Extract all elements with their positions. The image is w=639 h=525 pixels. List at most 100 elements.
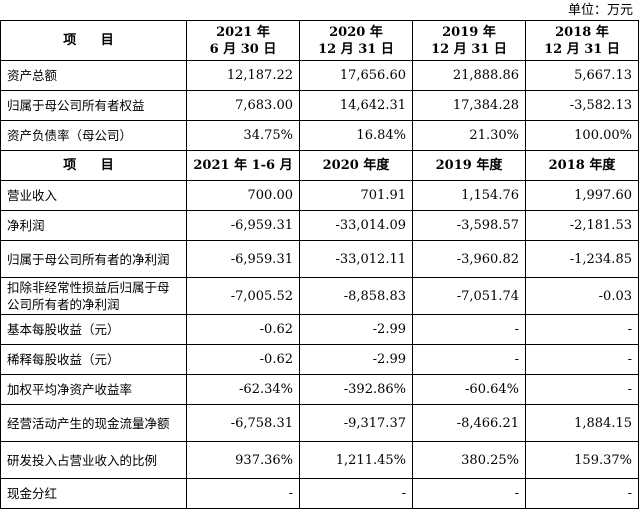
header-col: 2021 年 1-6 月 xyxy=(186,150,300,181)
row-label: 基本每股收益（元） xyxy=(0,314,187,345)
header-col: 2020 年 12 月 31 日 xyxy=(299,20,413,61)
row-value: 380.25% xyxy=(412,441,526,479)
header-col-line2: 12 月 31 日 xyxy=(544,41,620,57)
table-row: 净利润 -6,959.31 -33,014.09 -3,598.57 -2,181.53 xyxy=(0,210,639,241)
row-label: 资产总额 xyxy=(0,60,187,91)
row-value: -33,014.09 xyxy=(299,210,413,241)
row-value: 1,884.15 xyxy=(525,404,639,442)
row-value: - xyxy=(412,478,526,509)
row-label: 现金分红 xyxy=(0,478,187,509)
row-value: -3,598.57 xyxy=(412,210,526,241)
row-value: - xyxy=(525,374,639,405)
row-value: -8,858.83 xyxy=(299,277,413,315)
header-col-line1: 2019 年 xyxy=(442,24,496,40)
header-col: 2019 年度 xyxy=(412,150,526,181)
row-value: -7,005.52 xyxy=(186,277,300,315)
row-label: 经营活动产生的现金流量净额 xyxy=(0,404,187,442)
row-value: -1,234.85 xyxy=(525,240,639,278)
row-value: -2.99 xyxy=(299,344,413,375)
table-row: 归属于母公司所有者权益 7,683.00 14,642.31 17,384.28 -3,… xyxy=(0,90,639,121)
table-row: 扣除非经常性损益后归属于母公司所有者的净利润 -7,005.52 -8,858.83… xyxy=(0,277,639,315)
row-value: -9,317.37 xyxy=(299,404,413,442)
header-col: 2018 年度 xyxy=(525,150,639,181)
row-value: - xyxy=(299,478,413,509)
row-value: -0.03 xyxy=(525,277,639,315)
row-value: 100.00% xyxy=(525,120,639,151)
row-value: - xyxy=(412,314,526,345)
row-value: 14,642.31 xyxy=(299,90,413,121)
row-value: -2,181.53 xyxy=(525,210,639,241)
row-value: 16.84% xyxy=(299,120,413,151)
header-item: 项 目 xyxy=(0,20,187,61)
row-value: 5,667.13 xyxy=(525,60,639,91)
header-col-line2: 12 月 31 日 xyxy=(431,41,507,57)
row-value: 1,211.45% xyxy=(299,441,413,479)
row-value: - xyxy=(525,344,639,375)
row-label: 营业收入 xyxy=(0,180,187,211)
row-value: - xyxy=(525,314,639,345)
row-value: 21,888.86 xyxy=(412,60,526,91)
unit-label: 单位：万元 xyxy=(567,3,633,18)
row-label: 研发投入占营业收入的比例 xyxy=(0,441,187,479)
row-value: -60.64% xyxy=(412,374,526,405)
row-value: 17,656.60 xyxy=(299,60,413,91)
row-label: 稀释每股收益（元） xyxy=(0,344,187,375)
header-col: 2018 年 12 月 31 日 xyxy=(525,20,639,61)
row-value: 34.75% xyxy=(186,120,300,151)
table-row: 营业收入 700.00 701.91 1,154.76 1,997.60 xyxy=(0,180,639,211)
row-value: -6,959.31 xyxy=(186,240,300,278)
row-value: - xyxy=(525,478,639,509)
table-row: 资产负债率（母公司） 34.75% 16.84% 21.30% 100.00% xyxy=(0,120,639,151)
row-label: 归属于母公司所有者权益 xyxy=(0,90,187,121)
row-value: -6,959.31 xyxy=(186,210,300,241)
row-value: 21.30% xyxy=(412,120,526,151)
table-row: 稀释每股收益（元） -0.62 -2.99- - xyxy=(0,344,639,375)
row-label: 加权平均净资产收益率 xyxy=(0,374,187,405)
row-value: - xyxy=(412,344,526,375)
table-row: 资产总额 12,187.22 17,656.60 21,888.86 5,667.13 xyxy=(0,60,639,91)
row-value: 1,154.76 xyxy=(412,180,526,211)
row-value: -7,051.74 xyxy=(412,277,526,315)
row-value: 1,997.60 xyxy=(525,180,639,211)
table-row: 现金分红 - - - - xyxy=(0,478,639,509)
row-value: 701.91 xyxy=(299,180,413,211)
table-row: 加权平均净资产收益率 -62.34% -392.86% -60.64% - xyxy=(0,374,639,405)
row-value: -6,758.31 xyxy=(186,404,300,442)
header-col-line1: 2020 年 xyxy=(329,24,383,40)
row-label: 净利润 xyxy=(0,210,187,241)
row-value: -2.99 xyxy=(299,314,413,345)
header-col: 2019 年 12 月 31 日 xyxy=(412,20,526,61)
header-row-income: 项 目 2021 年 1-6 月 2020 年度 2019 年度 2018 年度 xyxy=(0,150,639,181)
row-value: -0.62 xyxy=(186,344,300,375)
row-value: -62.34% xyxy=(186,374,300,405)
header-col-line2: 12 月 31 日 xyxy=(318,41,394,57)
row-value: 17,384.28 xyxy=(412,90,526,121)
row-value: -392.86% xyxy=(299,374,413,405)
header-col-line2: 6 月 30 日 xyxy=(209,41,277,57)
row-value: 12,187.22 xyxy=(186,60,300,91)
row-value: -3,582.13 xyxy=(525,90,639,121)
row-value: 159.37% xyxy=(525,441,639,479)
row-label: 资产负债率（母公司） xyxy=(0,120,187,151)
row-value: -0.62 xyxy=(186,314,300,345)
table-row: 归属于母公司所有者的净利润 -6,959.31 -33,012.11 -3,960.8… xyxy=(0,240,639,278)
row-label: 扣除非经常性损益后归属于母公司所有者的净利润 xyxy=(0,277,187,315)
row-value: -3,960.82 xyxy=(412,240,526,278)
row-value: - xyxy=(186,478,300,509)
row-value: 700.00 xyxy=(186,180,300,211)
row-value: -33,012.11 xyxy=(299,240,413,278)
header-col-line1: 2021 年 xyxy=(216,24,270,40)
header-col-line1: 2018 年 xyxy=(555,24,609,40)
header-col: 2020 年度 xyxy=(299,150,413,181)
row-value: 7,683.00 xyxy=(186,90,300,121)
row-value: -8,466.21 xyxy=(412,404,526,442)
row-value: 937.36% xyxy=(186,441,300,479)
header-item: 项 目 xyxy=(0,150,187,181)
table-row: 经营活动产生的现金流量净额 -6,758.31 -9,317.37 -8,466.21… xyxy=(0,404,639,442)
table-row: 基本每股收益（元） -0.62 -2.99- - xyxy=(0,314,639,345)
